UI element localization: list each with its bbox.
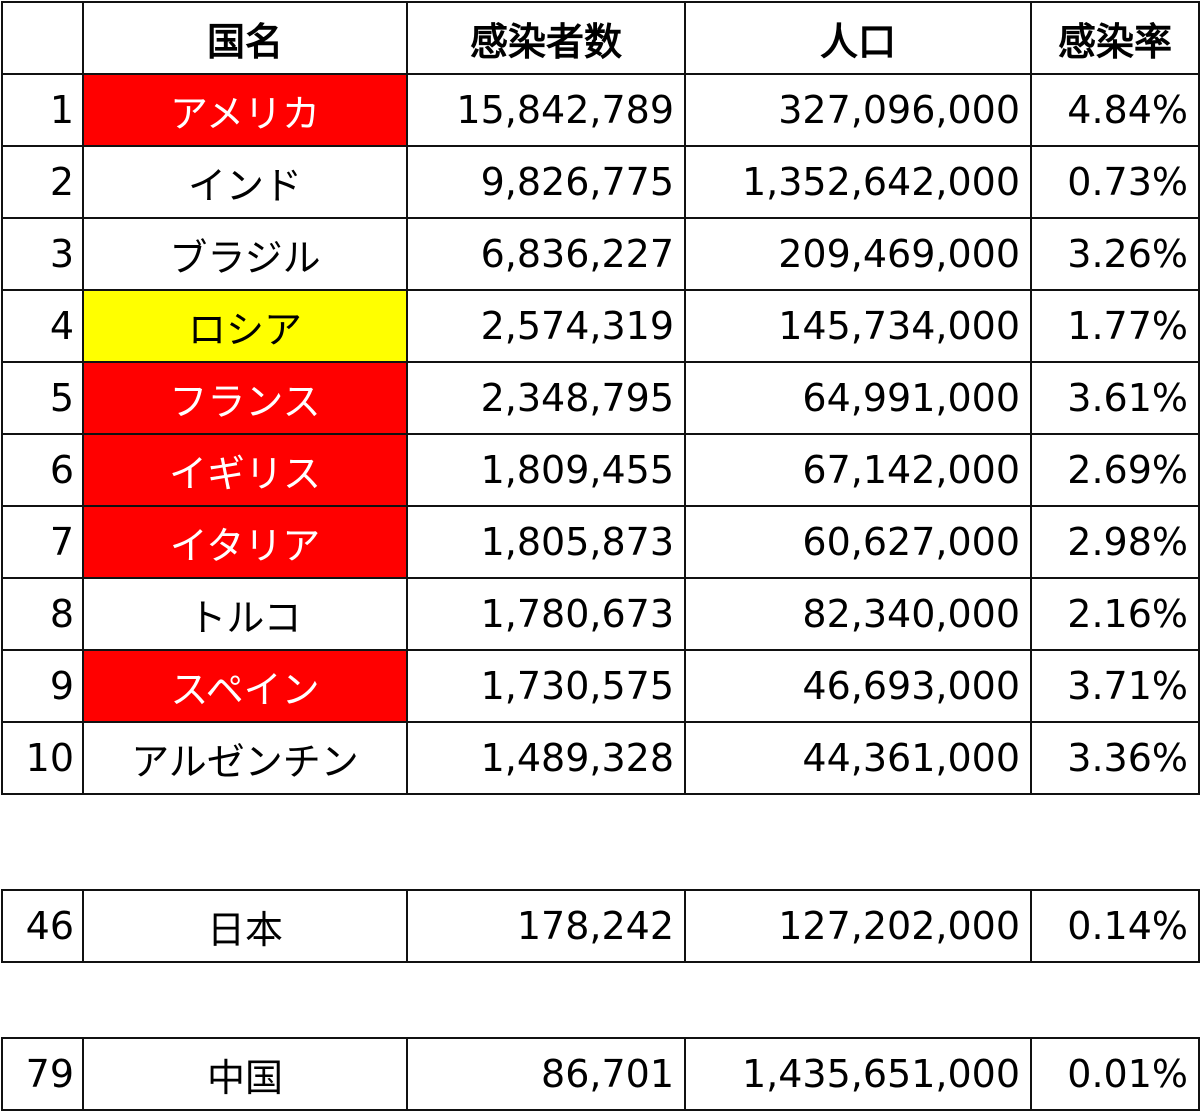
header-rate: 感染率 [1030,1,1200,75]
rate-cell: 3.71% [1030,649,1200,723]
japan-table: 46 日本 178,242 127,202,000 0.14% [1,889,1200,963]
cases-cell: 178,242 [406,889,686,963]
population-cell: 46,693,000 [684,649,1032,723]
population-cell: 1,352,642,000 [684,145,1032,219]
rate-cell: 1.77% [1030,289,1200,363]
country-cell: イタリア [82,505,408,579]
rate-cell: 0.14% [1030,889,1200,963]
country-cell: イギリス [82,433,408,507]
header-cases: 感染者数 [406,1,686,75]
rate-cell: 4.84% [1030,73,1200,147]
table-row: 2 インド 9,826,775 1,352,642,000 0.73% [1,145,1200,219]
rate-cell: 2.98% [1030,505,1200,579]
table-row: 7 イタリア 1,805,873 60,627,000 2.98% [1,505,1200,579]
header-population: 人口 [684,1,1032,75]
rank-cell: 8 [1,577,84,651]
header-rank [1,1,84,75]
rate-cell: 0.73% [1030,145,1200,219]
cases-cell: 2,574,319 [406,289,686,363]
cases-cell: 1,780,673 [406,577,686,651]
population-cell: 327,096,000 [684,73,1032,147]
cases-cell: 1,809,455 [406,433,686,507]
country-cell: トルコ [82,577,408,651]
rate-cell: 3.26% [1030,217,1200,291]
table-row: 9 スペイン 1,730,575 46,693,000 3.71% [1,649,1200,723]
population-cell: 64,991,000 [684,361,1032,435]
population-cell: 127,202,000 [684,889,1032,963]
population-cell: 1,435,651,000 [684,1037,1032,1111]
table-row: 8 トルコ 1,780,673 82,340,000 2.16% [1,577,1200,651]
header-row: 国名 感染者数 人口 感染率 [1,1,1200,75]
population-cell: 209,469,000 [684,217,1032,291]
header-country: 国名 [82,1,408,75]
country-cell: ロシア [82,289,408,363]
table-row: 10 アルゼンチン 1,489,328 44,361,000 3.36% [1,721,1200,795]
rate-cell: 2.69% [1030,433,1200,507]
country-cell: アルゼンチン [82,721,408,795]
cases-cell: 1,730,575 [406,649,686,723]
china-table: 79 中国 86,701 1,435,651,000 0.01% [1,1037,1200,1111]
table-row: 5 フランス 2,348,795 64,991,000 3.61% [1,361,1200,435]
rank-cell: 79 [1,1037,84,1111]
population-cell: 82,340,000 [684,577,1032,651]
cases-cell: 15,842,789 [406,73,686,147]
rank-cell: 10 [1,721,84,795]
cases-cell: 6,836,227 [406,217,686,291]
rate-cell: 0.01% [1030,1037,1200,1111]
rank-cell: 2 [1,145,84,219]
table-row: 1 アメリカ 15,842,789 327,096,000 4.84% [1,73,1200,147]
table-row-japan: 46 日本 178,242 127,202,000 0.14% [1,889,1200,963]
rate-cell: 2.16% [1030,577,1200,651]
table-row: 6 イギリス 1,809,455 67,142,000 2.69% [1,433,1200,507]
rank-cell: 1 [1,73,84,147]
country-cell: 日本 [82,889,408,963]
country-cell: アメリカ [82,73,408,147]
rank-cell: 4 [1,289,84,363]
rank-cell: 5 [1,361,84,435]
rate-cell: 3.36% [1030,721,1200,795]
infection-ranking-table: 国名 感染者数 人口 感染率 1 アメリカ 15,842,789 327,096,00… [1,1,1200,795]
table-row-china: 79 中国 86,701 1,435,651,000 0.01% [1,1037,1200,1111]
rank-cell: 3 [1,217,84,291]
population-cell: 44,361,000 [684,721,1032,795]
rank-cell: 46 [1,889,84,963]
table-row: 3 ブラジル 6,836,227 209,469,000 3.26% [1,217,1200,291]
cases-cell: 86,701 [406,1037,686,1111]
rate-cell: 3.61% [1030,361,1200,435]
rank-cell: 7 [1,505,84,579]
country-cell: インド [82,145,408,219]
population-cell: 60,627,000 [684,505,1032,579]
population-cell: 67,142,000 [684,433,1032,507]
population-cell: 145,734,000 [684,289,1032,363]
country-cell: ブラジル [82,217,408,291]
rank-cell: 9 [1,649,84,723]
cases-cell: 2,348,795 [406,361,686,435]
table-row: 4 ロシア 2,574,319 145,734,000 1.77% [1,289,1200,363]
country-cell: スペイン [82,649,408,723]
cases-cell: 1,489,328 [406,721,686,795]
country-cell: 中国 [82,1037,408,1111]
rank-cell: 6 [1,433,84,507]
cases-cell: 9,826,775 [406,145,686,219]
country-cell: フランス [82,361,408,435]
cases-cell: 1,805,873 [406,505,686,579]
